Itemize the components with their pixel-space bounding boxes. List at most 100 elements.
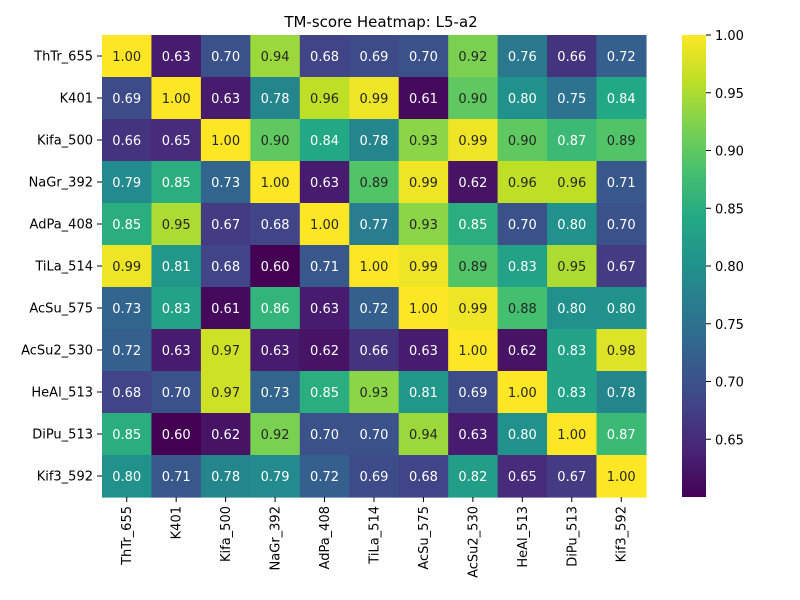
cell-value-label: 0.96 <box>310 92 339 107</box>
cell-value-label: 0.63 <box>458 428 487 443</box>
cell-value-label: 0.93 <box>409 134 438 149</box>
cell-value-label: 0.71 <box>162 470 191 485</box>
heatmap-cell <box>596 35 647 78</box>
colorbar-tick-label: 0.95 <box>715 87 744 102</box>
heatmap-cell <box>299 119 350 162</box>
heatmap-cell <box>250 203 301 246</box>
heatmap-cell <box>448 119 499 162</box>
cell-value-label: 0.69 <box>359 470 388 485</box>
heatmap-cell <box>299 35 350 78</box>
heatmap-cell <box>448 371 499 414</box>
heatmap-cell <box>349 287 400 330</box>
heatmap-cell <box>497 455 548 498</box>
heatmap-cell <box>151 77 202 120</box>
heatmap-cell <box>250 77 301 120</box>
cell-value-label: 0.68 <box>261 218 290 233</box>
cell-value-label: 0.65 <box>162 134 191 149</box>
heatmap-cell <box>299 245 350 288</box>
cell-value-label: 0.68 <box>409 470 438 485</box>
heatmap-cell <box>102 329 153 372</box>
cell-value-label: 0.69 <box>359 50 388 65</box>
cell-value-label: 1.00 <box>261 176 290 191</box>
cell-value-label: 0.68 <box>112 386 141 401</box>
heatmap-cell <box>151 413 202 456</box>
cell-value-label: 0.97 <box>211 344 240 359</box>
heatmap-cell <box>547 119 598 162</box>
heatmap-cell <box>151 287 202 330</box>
cell-value-label: 0.70 <box>211 50 240 65</box>
heatmap-cell <box>596 77 647 120</box>
heatmap-cell <box>448 245 499 288</box>
heatmap-cell <box>596 245 647 288</box>
heatmap-cell <box>547 245 598 288</box>
heatmap-cell <box>596 203 647 246</box>
heatmap-cell <box>151 161 202 204</box>
heatmap-cell <box>497 287 548 330</box>
cell-value-label: 1.00 <box>458 344 487 359</box>
cell-value-label: 0.69 <box>112 92 141 107</box>
heatmap-cell <box>250 35 301 78</box>
heatmap-cell <box>448 77 499 120</box>
cell-value-label: 0.63 <box>310 302 339 317</box>
heatmap-cell <box>547 455 598 498</box>
cell-value-label: 0.70 <box>508 218 537 233</box>
colorbar: 0.65 0.70 0.75 0.80 0.85 0.90 0.95 1.00 <box>682 29 744 497</box>
x-tick-label: DiPu_513 <box>565 506 580 567</box>
y-tick-label: Kif3_592 <box>37 470 93 485</box>
cell-value-label: 0.99 <box>458 134 487 149</box>
colorbar-tick-label: 0.85 <box>715 202 744 217</box>
heatmap-cell <box>497 329 548 372</box>
y-tick-label: ThTr_655 <box>33 50 93 65</box>
heatmap-cell <box>299 413 350 456</box>
heatmap-cell <box>497 371 548 414</box>
cell-value-label: 1.00 <box>162 92 191 107</box>
cell-value-label: 0.72 <box>359 302 388 317</box>
heatmap-cell <box>102 161 153 204</box>
heatmap-cell <box>200 413 251 456</box>
heatmap-cell <box>102 203 153 246</box>
cell-value-label: 0.77 <box>359 218 388 233</box>
cell-value-label: 0.94 <box>261 50 290 65</box>
heatmap-cell <box>398 245 449 288</box>
heatmap-cell <box>448 455 499 498</box>
heatmap-cell <box>299 287 350 330</box>
heatmap-cell <box>102 371 153 414</box>
cell-value-label: 0.61 <box>409 92 438 107</box>
heatmap-cell <box>398 203 449 246</box>
cell-value-label: 0.72 <box>310 470 339 485</box>
y-axis: ThTr_655 K401 Kifa_500 NaGr_392 AdPa_408 TiLa… <box>21 50 102 485</box>
cell-value-label: 0.70 <box>409 50 438 65</box>
y-tick-label: AcSu_575 <box>29 302 93 317</box>
heatmap-cell <box>299 203 350 246</box>
heatmap-cell <box>200 35 251 78</box>
cell-value-label: 0.93 <box>359 386 388 401</box>
cell-value-label: 0.63 <box>211 92 240 107</box>
heatmap-cell <box>448 35 499 78</box>
cell-value-label: 0.62 <box>508 344 537 359</box>
cell-value-label: 0.85 <box>458 218 487 233</box>
cell-value-label: 0.68 <box>310 50 339 65</box>
cell-value-label: 0.70 <box>162 386 191 401</box>
heatmap-cell <box>398 35 449 78</box>
cell-value-label: 0.71 <box>310 260 339 275</box>
heatmap-cell <box>547 413 598 456</box>
heatmap-cell <box>398 77 449 120</box>
heatmap-cell <box>349 245 400 288</box>
heatmap-cell <box>250 119 301 162</box>
heatmap-cell <box>200 371 251 414</box>
y-tick-label: HeAl_513 <box>31 386 93 401</box>
heatmap-cell <box>299 371 350 414</box>
cell-value-label: 0.87 <box>557 134 586 149</box>
heatmap-cell <box>200 161 251 204</box>
heatmap-cell <box>448 161 499 204</box>
cell-value-label: 0.80 <box>112 470 141 485</box>
cell-value-label: 0.92 <box>458 50 487 65</box>
heatmap-cell <box>102 77 153 120</box>
colorbar-tick-label: 0.90 <box>715 145 744 160</box>
cell-value-label: 0.78 <box>607 386 636 401</box>
cell-value-label: 0.66 <box>557 50 586 65</box>
y-tick-label: Kifa_500 <box>37 134 93 149</box>
heatmap-cell <box>448 287 499 330</box>
cell-value-label: 0.84 <box>310 134 339 149</box>
heatmap-cell <box>151 119 202 162</box>
